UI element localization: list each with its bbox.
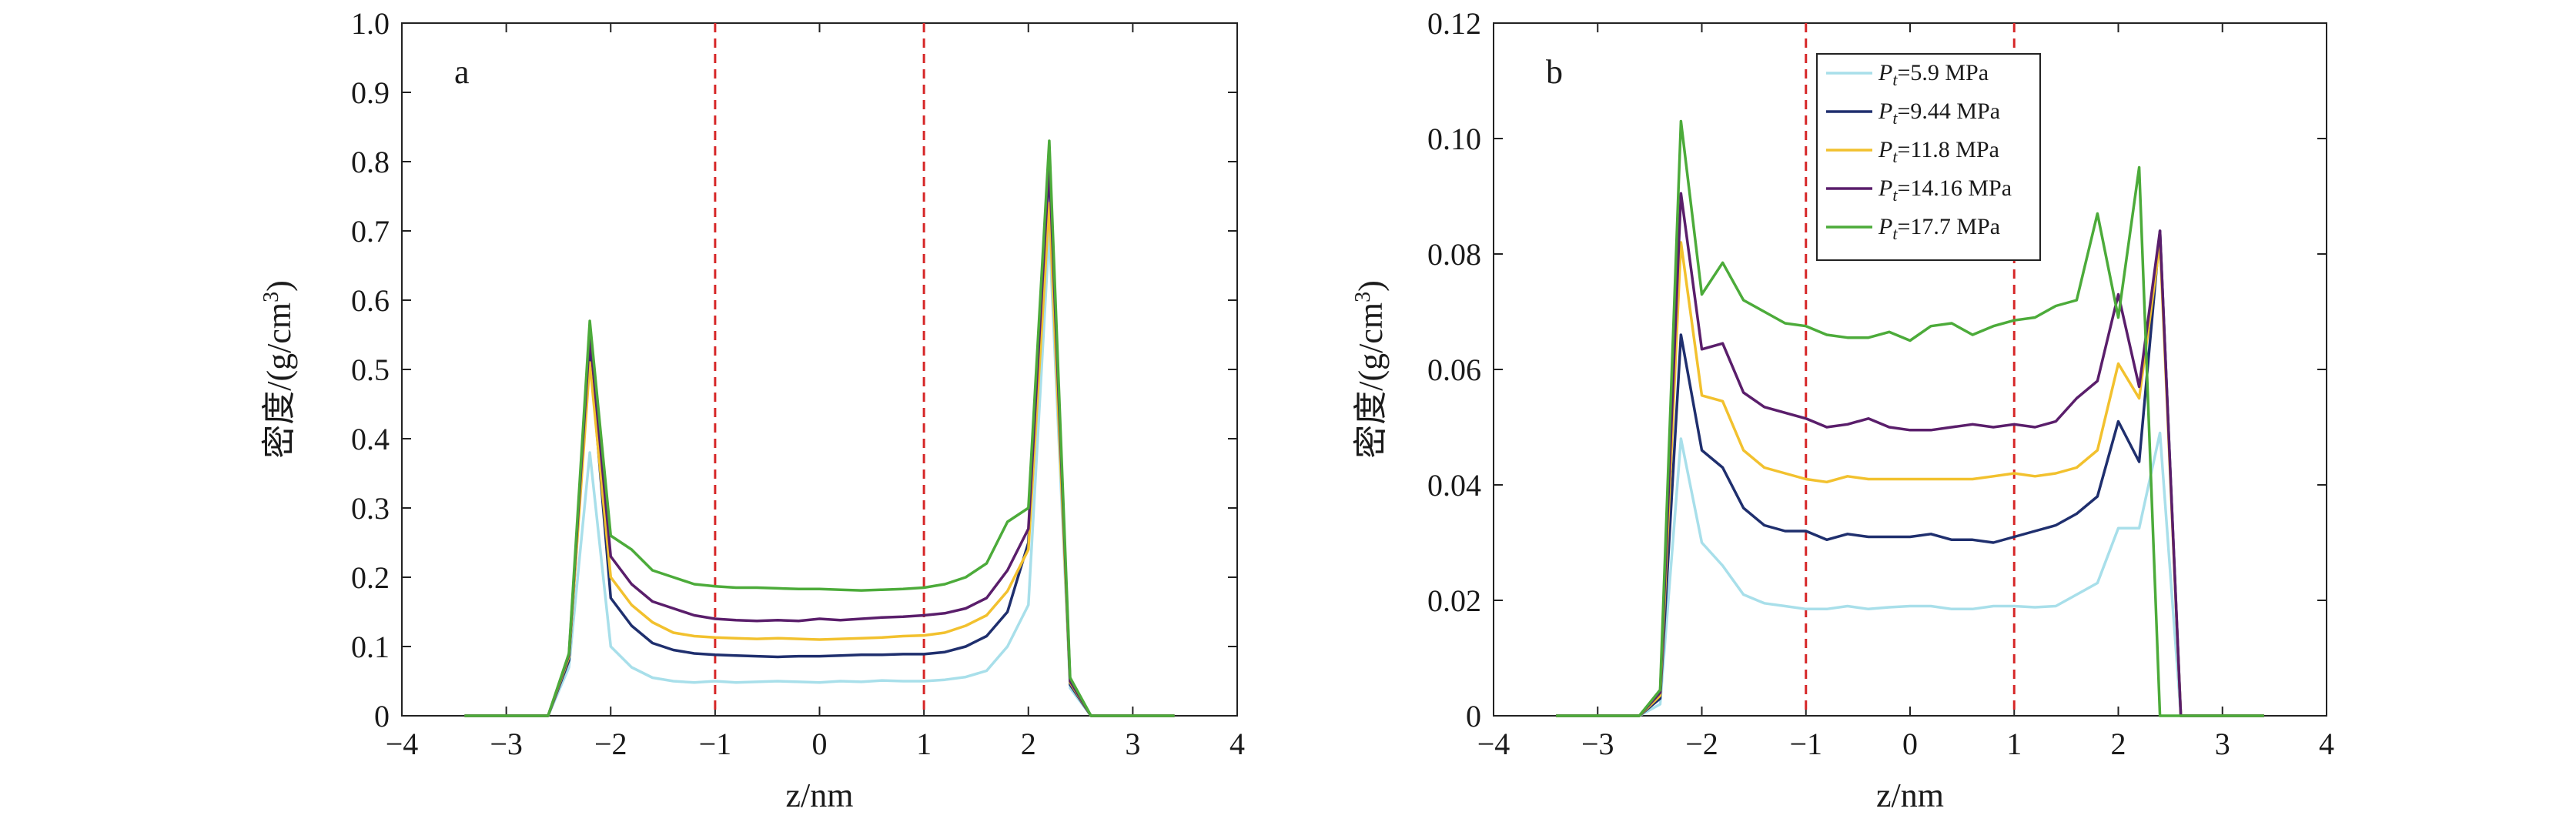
y-tick-label: 0.06 <box>1427 353 1481 387</box>
y-tick-label: 0.4 <box>351 422 390 456</box>
x-tick-label: −3 <box>490 727 523 761</box>
x-tick-label: −2 <box>1685 727 1718 761</box>
x-tick-label: −1 <box>1789 727 1822 761</box>
x-tick-label: 2 <box>1021 727 1036 761</box>
x-axis-label: z/nm <box>1876 777 1944 814</box>
y-axis-label: 密度/(g/cm3) <box>1351 280 1390 459</box>
x-axis-label: z/nm <box>786 777 854 814</box>
y-tick-label: 0.7 <box>351 214 390 249</box>
y-tick-label: 0.8 <box>351 145 390 179</box>
y-tick-label: 0.10 <box>1427 122 1481 156</box>
series-line <box>464 139 1175 717</box>
y-tick-label: 0.02 <box>1427 583 1481 618</box>
x-tick-label: 3 <box>2215 727 2230 761</box>
y-tick-label: 0.08 <box>1427 237 1481 272</box>
x-tick-label: 4 <box>1229 727 1245 761</box>
panel-b: −4 −3 −2 −1 0 1 2 3 4 0 0.02 0.04 0.06 0.08 0.10 0.12 z/… <box>1351 6 2334 814</box>
x-tick-label: −4 <box>1477 727 1510 761</box>
legend-entry: Pt=9.44 MPa <box>1878 99 2000 128</box>
y-tick-label: 0.1 <box>351 630 390 664</box>
x-tick-label: −1 <box>699 727 732 761</box>
y-tick-label: 0.12 <box>1427 6 1481 41</box>
y-tick-label: 0.9 <box>351 75 390 110</box>
series-line <box>1556 119 2264 717</box>
panel-label: b <box>1546 53 1563 91</box>
legend-entry: Pt=17.7 MPa <box>1878 214 2000 243</box>
y-tick-label: 0.2 <box>351 560 390 595</box>
legend-entry: Pt=11.8 MPa <box>1878 137 1999 166</box>
legend-entry: Pt=14.16 MPa <box>1878 175 2012 205</box>
y-axis-label: 密度/(g/cm3) <box>259 280 298 459</box>
x-tick-label: 1 <box>2006 727 2022 761</box>
x-tick-label: 2 <box>2111 727 2126 761</box>
x-tick-label: −3 <box>1581 727 1614 761</box>
x-tick-label: −4 <box>386 727 419 761</box>
y-tick-label: 0 <box>1466 699 1481 733</box>
x-tick-label: 0 <box>812 727 828 761</box>
x-tick-label: 4 <box>2319 727 2334 761</box>
panel-a: −4 −3 −2 −1 0 1 2 3 4 0 0.1 0.2 0.3 0.4 0.5 0.6 0.7 0.8 0.… <box>259 6 1245 814</box>
legend-entry: Pt=5.9 MPa <box>1878 60 1989 89</box>
y-tick-label: 0.04 <box>1427 468 1481 503</box>
panel-label: a <box>454 53 470 91</box>
axes-frame <box>401 22 1238 717</box>
x-tick-label: −2 <box>594 727 627 761</box>
y-tick-label: 0.6 <box>351 283 390 318</box>
x-tick-label: 0 <box>1902 727 1918 761</box>
y-tick-label: 0.3 <box>351 491 390 526</box>
x-tick-label: 3 <box>1125 727 1140 761</box>
y-tick-label: 0 <box>374 699 390 733</box>
series-line <box>1556 431 2264 717</box>
x-tick-label: 1 <box>916 727 932 761</box>
y-tick-label: 1.0 <box>351 6 390 41</box>
y-tick-label: 0.5 <box>351 353 390 387</box>
